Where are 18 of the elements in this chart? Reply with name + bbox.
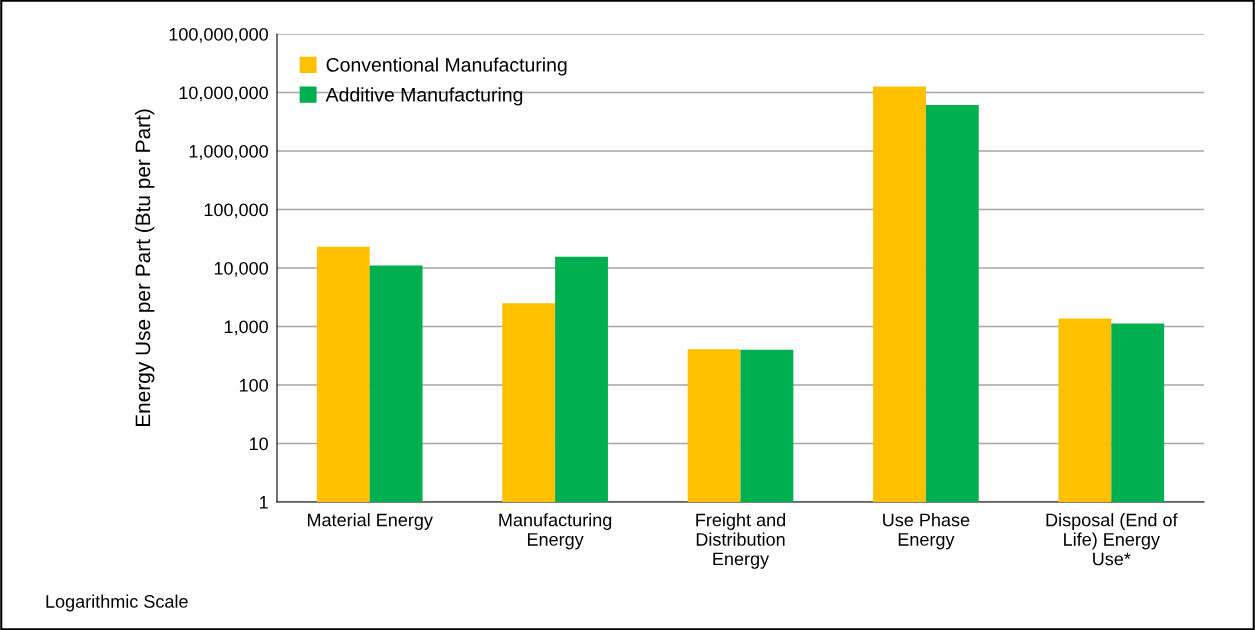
- text: Logarithmic Scale: [46, 594, 188, 612]
- legend-label: Additive Manufacturing: [325, 87, 523, 106]
- y-tick-label: 10,000,000: [179, 86, 268, 102]
- y-tick-label: 100: [239, 378, 268, 392]
- y-tick-label: 1,000: [224, 320, 268, 336]
- x-tick-label: Disposal (End of Life) Energy Use*: [1046, 513, 1178, 566]
- y-tick-label: 1,000,000: [189, 144, 268, 160]
- legend-label: Conventional Manufacturing: [326, 57, 567, 76]
- y-tick-label: 1: [260, 496, 268, 509]
- y-tick-label: 10: [249, 437, 268, 451]
- y-axis-title: Energy Use per Part (Btu per Part): [134, 109, 155, 427]
- y-tick-label: 100,000: [204, 203, 268, 219]
- x-tick-label: Material Energy: [307, 513, 433, 530]
- x-tick-label: Freight and Distribution Energy: [696, 513, 786, 569]
- y-tick-label: 10,000: [214, 261, 268, 277]
- x-tick-label: Use Phase Energy: [883, 513, 970, 550]
- x-tick-label: Manufacturing Energy: [499, 513, 612, 550]
- y-tick-label: 100,000,000: [169, 27, 268, 43]
